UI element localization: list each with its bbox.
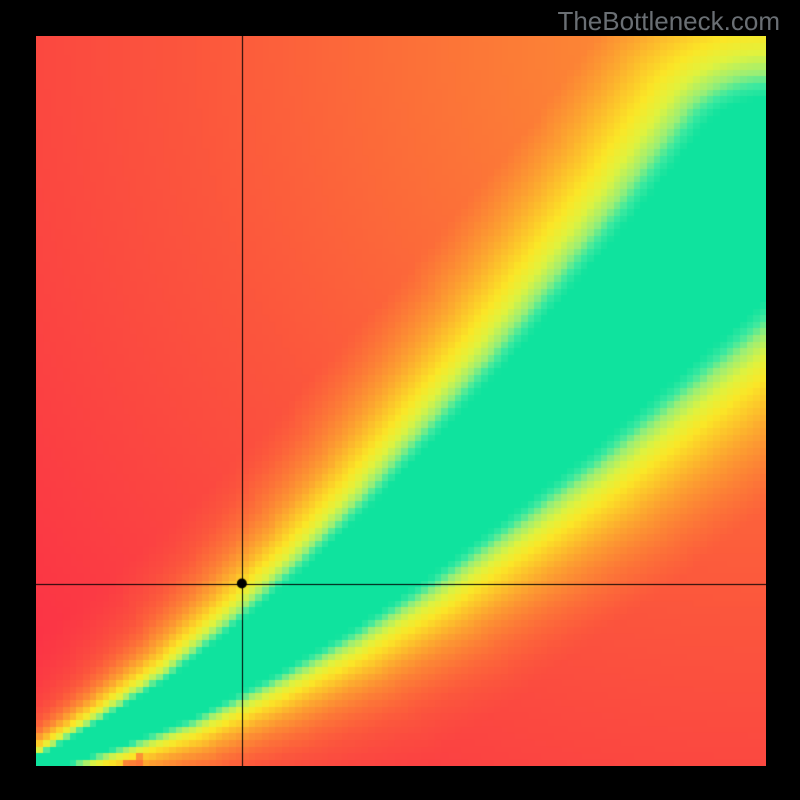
chart-container: { "image": { "width": 800, "height": 800… <box>0 0 800 800</box>
watermark-text: TheBottleneck.com <box>557 6 780 37</box>
bottleneck-heatmap <box>36 36 766 766</box>
